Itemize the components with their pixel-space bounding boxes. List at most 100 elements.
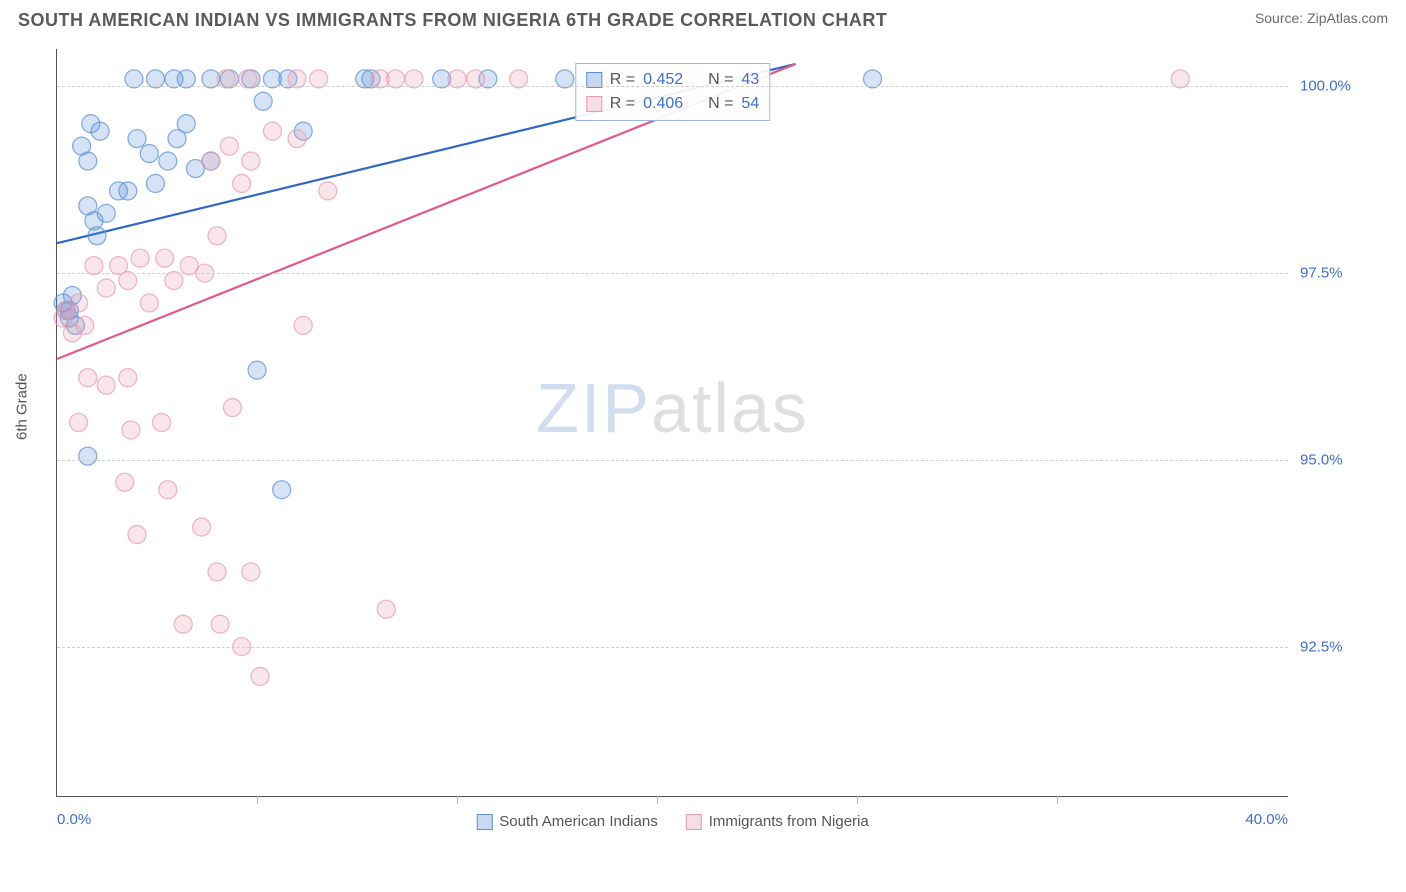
legend-item-sai: South American Indians xyxy=(476,813,657,830)
x-tick-label: 40.0% xyxy=(1245,811,1288,828)
n-value-nigeria: 54 xyxy=(741,92,759,116)
legend-swatch-sai xyxy=(476,814,492,830)
point-nigeria xyxy=(70,294,88,312)
x-minor-tick xyxy=(857,796,858,804)
point-nigeria xyxy=(239,70,257,88)
point-sai xyxy=(140,145,158,163)
point-nigeria xyxy=(193,518,211,536)
point-nigeria xyxy=(319,182,337,200)
point-nigeria xyxy=(405,70,423,88)
point-nigeria xyxy=(159,481,177,499)
x-minor-tick xyxy=(457,796,458,804)
point-nigeria xyxy=(208,227,226,245)
x-minor-tick xyxy=(1057,796,1058,804)
point-nigeria xyxy=(1171,70,1189,88)
gridline-h xyxy=(57,86,1288,87)
point-nigeria xyxy=(377,600,395,618)
point-sai xyxy=(254,92,272,110)
point-sai xyxy=(91,122,109,140)
point-sai xyxy=(119,182,137,200)
plot-area: ZIPatlas R = 0.452 N = 43 R = 0.406 N = … xyxy=(56,49,1288,797)
source-label: Source: ZipAtlas.com xyxy=(1255,10,1388,26)
point-nigeria xyxy=(387,70,405,88)
point-nigeria xyxy=(97,376,115,394)
r-label-nigeria: R = xyxy=(610,92,635,116)
legend-label-nigeria: Immigrants from Nigeria xyxy=(709,813,869,830)
point-nigeria xyxy=(140,294,158,312)
y-tick-label: 95.0% xyxy=(1300,451,1380,468)
point-nigeria xyxy=(202,152,220,170)
point-nigeria xyxy=(79,369,97,387)
point-nigeria xyxy=(131,249,149,267)
y-tick-label: 97.5% xyxy=(1300,265,1380,282)
stats-box: R = 0.452 N = 43 R = 0.406 N = 54 xyxy=(575,63,770,121)
gridline-h xyxy=(57,647,1288,648)
point-nigeria xyxy=(242,563,260,581)
point-nigeria xyxy=(208,563,226,581)
point-nigeria xyxy=(223,399,241,417)
point-sai xyxy=(125,70,143,88)
legend-label-sai: South American Indians xyxy=(499,813,657,830)
point-nigeria xyxy=(217,70,235,88)
point-nigeria xyxy=(116,473,134,491)
legend-swatch-nigeria xyxy=(686,814,702,830)
header: SOUTH AMERICAN INDIAN VS IMMIGRANTS FROM… xyxy=(0,0,1406,35)
swatch-nigeria xyxy=(586,96,602,112)
point-nigeria xyxy=(119,369,137,387)
chart-title: SOUTH AMERICAN INDIAN VS IMMIGRANTS FROM… xyxy=(18,10,887,31)
chart-container: 6th Grade ZIPatlas R = 0.452 N = 43 R = … xyxy=(18,35,1388,845)
point-sai xyxy=(177,70,195,88)
r-label-sai: R = xyxy=(610,68,635,92)
point-sai xyxy=(146,174,164,192)
bottom-legend: South American Indians Immigrants from N… xyxy=(476,813,868,830)
point-nigeria xyxy=(122,421,140,439)
point-nigeria xyxy=(294,316,312,334)
point-nigeria xyxy=(251,667,269,685)
point-nigeria xyxy=(467,70,485,88)
y-tick-label: 92.5% xyxy=(1300,638,1380,655)
stats-row-sai: R = 0.452 N = 43 xyxy=(586,68,759,92)
point-sai xyxy=(273,481,291,499)
n-value-sai: 43 xyxy=(741,68,759,92)
point-nigeria xyxy=(128,526,146,544)
point-nigeria xyxy=(211,615,229,633)
point-nigeria xyxy=(165,272,183,290)
point-nigeria xyxy=(310,70,328,88)
point-nigeria xyxy=(220,137,238,155)
r-value-sai: 0.452 xyxy=(643,68,683,92)
point-nigeria xyxy=(288,130,306,148)
point-sai xyxy=(79,447,97,465)
n-label-nigeria: N = xyxy=(708,92,733,116)
x-tick-label: 0.0% xyxy=(57,811,91,828)
x-minor-tick xyxy=(257,796,258,804)
y-tick-label: 100.0% xyxy=(1300,78,1380,95)
point-nigeria xyxy=(119,272,137,290)
r-value-nigeria: 0.406 xyxy=(643,92,683,116)
point-sai xyxy=(146,70,164,88)
point-nigeria xyxy=(70,414,88,432)
gridline-h xyxy=(57,460,1288,461)
point-nigeria xyxy=(97,279,115,297)
plot-svg xyxy=(57,49,1288,796)
point-sai xyxy=(556,70,574,88)
point-nigeria xyxy=(54,309,72,327)
point-nigeria xyxy=(85,257,103,275)
point-sai xyxy=(864,70,882,88)
point-sai xyxy=(177,115,195,133)
point-nigeria xyxy=(156,249,174,267)
point-nigeria xyxy=(174,615,192,633)
point-sai xyxy=(159,152,177,170)
legend-item-nigeria: Immigrants from Nigeria xyxy=(686,813,869,830)
stats-row-nigeria: R = 0.406 N = 54 xyxy=(586,92,759,116)
x-minor-tick xyxy=(657,796,658,804)
point-nigeria xyxy=(233,174,251,192)
point-nigeria xyxy=(242,152,260,170)
gridline-h xyxy=(57,273,1288,274)
n-label-sai: N = xyxy=(708,68,733,92)
point-sai xyxy=(128,130,146,148)
point-sai xyxy=(248,361,266,379)
point-nigeria xyxy=(153,414,171,432)
point-nigeria xyxy=(448,70,466,88)
point-nigeria xyxy=(510,70,528,88)
y-axis-label: 6th Grade xyxy=(14,373,31,440)
